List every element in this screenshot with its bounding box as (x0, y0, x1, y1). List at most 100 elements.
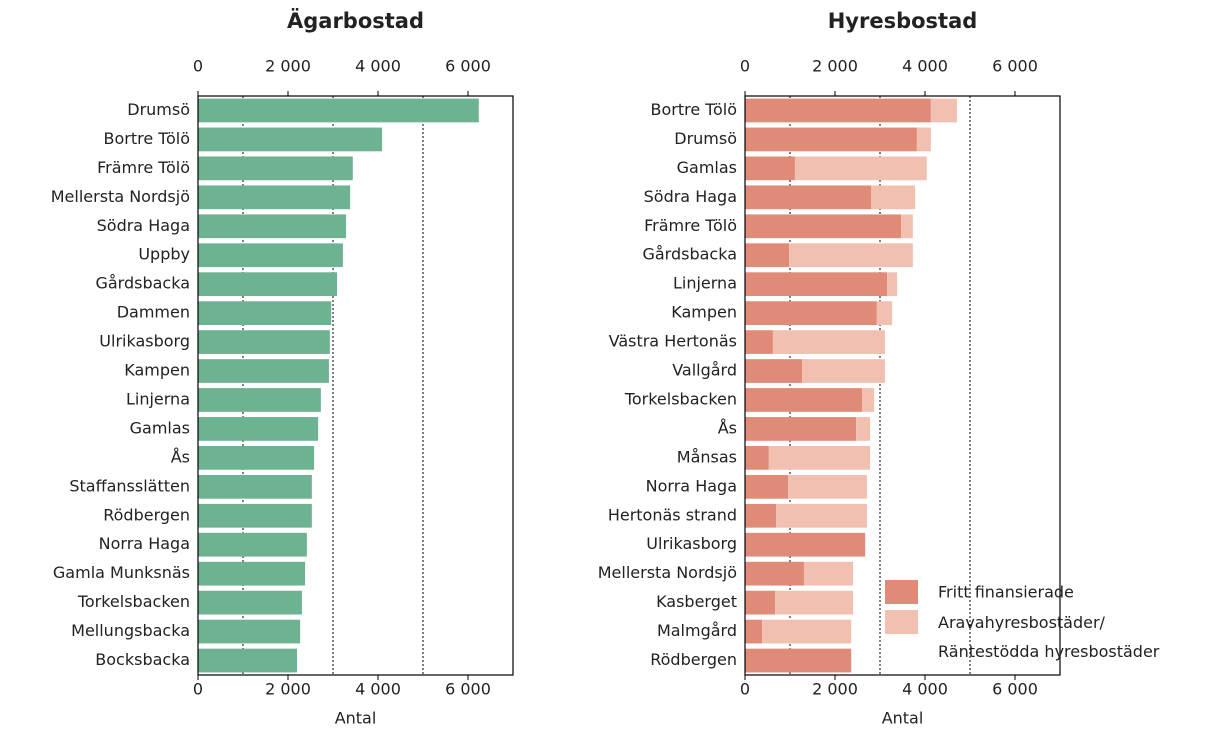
bar (198, 648, 297, 673)
bar (198, 619, 301, 644)
x-tick-label: 6 000 (992, 57, 1038, 76)
x-tick-label: 0 (193, 57, 203, 76)
bar-segment (745, 590, 776, 615)
bar-segment (794, 156, 927, 181)
x-tick-label: 4 000 (902, 57, 948, 76)
y-tick-label: Norra Haga (99, 534, 190, 553)
bar-segment (862, 388, 875, 412)
x-tick-label: 6 000 (445, 680, 491, 699)
y-tick-label: Främre Tölö (644, 216, 737, 235)
y-tick-label: Gamlas (677, 158, 737, 177)
bar-segment (745, 127, 917, 152)
bar-segment (745, 272, 888, 297)
y-tick-label: Vallgård (672, 361, 737, 380)
bar-segment (745, 446, 769, 470)
x-tick-label: 0 (740, 57, 750, 76)
x-tick-label: 4 000 (902, 680, 948, 699)
y-tick-label: Rödbergen (103, 505, 190, 524)
bar-segment (745, 388, 862, 412)
bar-segment (916, 127, 931, 152)
bar (198, 330, 330, 354)
x-axis-label: Antal (335, 709, 377, 728)
bar (198, 214, 347, 239)
y-tick-label: Mellersta Nordsjö (51, 187, 190, 206)
y-tick-label: Gårdsbacka (95, 274, 190, 293)
y-tick-label: Torkelsbacken (624, 389, 737, 408)
x-tick-label: 2 000 (265, 57, 311, 76)
x-tick-label: 6 000 (445, 57, 491, 76)
y-tick-label: Norra Haga (646, 476, 737, 495)
x-axis-label: Antal (882, 709, 924, 728)
y-tick-label: Månsas (677, 447, 737, 466)
y-tick-label: Uppby (138, 245, 190, 264)
bar-segment (745, 619, 763, 644)
legend-swatch (885, 580, 918, 604)
bar-segment (876, 301, 893, 325)
x-tick-label: 2 000 (265, 680, 311, 699)
bar (198, 98, 479, 123)
bar (198, 156, 353, 181)
y-tick-label: Kampen (671, 303, 737, 322)
x-tick-label: 4 000 (355, 57, 401, 76)
bar-segment (871, 185, 916, 210)
y-tick-label: Drumsö (674, 129, 737, 148)
bar-segment (745, 156, 795, 181)
bar-segment (772, 330, 885, 354)
bar-segment (768, 446, 871, 470)
bar-segment (788, 474, 867, 499)
plot-frame (744, 95, 1061, 676)
bar-segment (789, 243, 913, 268)
y-tick-label: Gamlas (130, 418, 190, 437)
bar (198, 185, 351, 210)
x-tick-label: 0 (193, 680, 203, 699)
y-tick-label: Ås (171, 447, 190, 466)
y-tick-label: Rödbergen (650, 650, 737, 669)
bar-segment (776, 503, 867, 528)
bar (198, 561, 306, 586)
bar-segment (856, 417, 871, 441)
y-tick-label: Södra Haga (644, 187, 737, 206)
x-tick-label: 2 000 (812, 57, 858, 76)
y-tick-label: Staffansslätten (69, 476, 190, 495)
y-tick-label: Linjerna (126, 389, 190, 408)
plot-frame (197, 95, 514, 676)
bar-segment (745, 98, 931, 123)
y-tick-label: Torkelsbacken (77, 592, 190, 611)
y-tick-label: Södra Haga (97, 216, 190, 235)
y-tick-label: Bocksbacka (95, 650, 190, 669)
x-tick-label: 2 000 (812, 680, 858, 699)
legend-label: Fritt finansierade (938, 583, 1074, 602)
y-tick-label: Malmgård (657, 621, 737, 640)
bar-segment (775, 590, 853, 615)
y-tick-label: Bortre Tölö (104, 129, 190, 148)
bar-segment (745, 503, 777, 528)
bar-segment (745, 214, 902, 239)
bar-segment (745, 474, 789, 499)
legend-label: Aravahyresbostäder/Räntestödda hyresbost… (938, 613, 1160, 661)
bar-segment (930, 98, 957, 123)
bar-segment (901, 214, 913, 239)
bar (198, 590, 302, 615)
y-tick-label: Gårdsbacka (642, 245, 737, 264)
y-tick-label: Bortre Tölö (651, 100, 737, 119)
chart-title: Hyresbostad (828, 9, 978, 33)
bar (198, 417, 319, 441)
bar-segment (745, 561, 804, 586)
y-tick-label: Gamla Munksnäs (53, 563, 190, 582)
bar-segment (745, 648, 852, 673)
y-tick-label: Kasberget (656, 592, 737, 611)
bar-segment (745, 417, 857, 441)
bar (198, 446, 315, 470)
bar-segment (803, 561, 853, 586)
y-tick-label: Linjerna (673, 274, 737, 293)
chart-title: Ägarbostad (287, 8, 424, 33)
x-tick-label: 0 (740, 680, 750, 699)
bar (198, 532, 307, 557)
bar (198, 301, 332, 325)
bar-segment (745, 243, 790, 268)
bar-segment (887, 272, 898, 297)
y-tick-label: Västra Hertonäs (609, 332, 737, 351)
legend-swatch (885, 610, 918, 634)
bar (198, 359, 329, 383)
